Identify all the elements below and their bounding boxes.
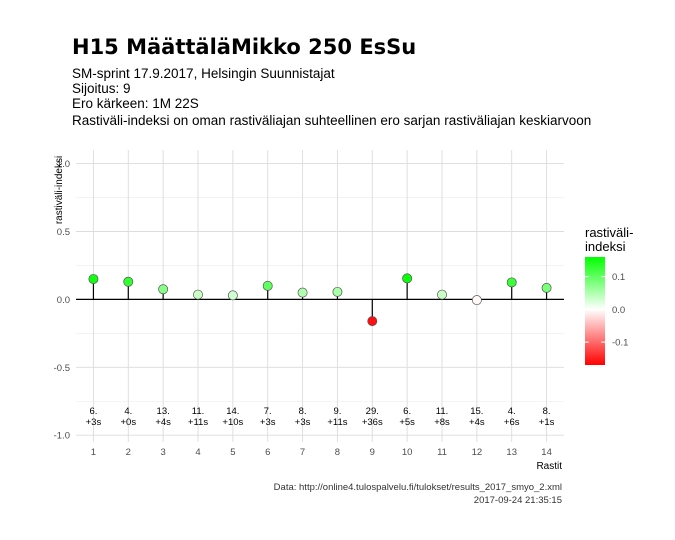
x-tick-label: 11 (437, 447, 447, 458)
subtitle-line-3: Ero kärkeen: 1M 22S (72, 96, 199, 111)
annotation-rank: 4. (508, 406, 516, 417)
data-point (88, 274, 99, 284)
annotation-diff: +11s (188, 417, 208, 428)
x-tick-label: 10 (402, 447, 413, 458)
x-axis-title: Rastit (536, 461, 562, 472)
annotation-diff: +3s (295, 417, 311, 428)
grid (76, 150, 564, 442)
annotation-rank: 4. (124, 406, 132, 417)
points (88, 273, 552, 327)
annotation-diff: +1s (539, 417, 555, 428)
legend-colorbar (585, 257, 605, 365)
annotation-diff: +4s (155, 417, 171, 428)
annotation-diff: +4s (469, 417, 485, 428)
x-tick-label: 13 (506, 447, 517, 458)
x-tick-label: 9 (370, 447, 375, 458)
legend: rastiväli- indeksi 0.1 0.0 -0.1 (585, 225, 633, 365)
annotation-diff: +36s (362, 417, 383, 428)
data-point (332, 286, 343, 297)
legend-title-line-2: indeksi (585, 239, 626, 254)
annotation-diff: +8s (434, 417, 450, 428)
data-point (437, 289, 447, 300)
data-point (367, 316, 378, 327)
y-tick-label: 0.0 (57, 295, 70, 306)
data-point (297, 287, 308, 298)
x-tick-label: 7 (300, 447, 305, 458)
data-point (123, 276, 134, 287)
x-axis-ticks: 1 2 3 4 5 6 7 8 9 10 11 12 13 14 (91, 447, 552, 458)
y-axis-title: rastiväli-indeksi (54, 156, 65, 224)
annotation-rank: 14. (226, 406, 239, 417)
x-tick-label: 1 (91, 447, 96, 458)
data-point (506, 277, 517, 288)
subtitle-line-2: Sijoitus: 9 (72, 81, 131, 96)
annotation-rank: 8. (543, 406, 551, 417)
annotation-diff: +6s (504, 417, 520, 428)
annotation-diff: +0s (120, 417, 136, 428)
x-tick-label: 14 (541, 447, 552, 458)
annotation-rank: 15. (470, 406, 483, 417)
x-tick-label: 2 (126, 447, 131, 458)
subtitle-line-1: SM-sprint 17.9.2017, Helsingin Suunnista… (72, 66, 335, 81)
x-tick-label: 6 (265, 447, 270, 458)
chart-title: H15 MäättäläMikko 250 EsSu (72, 35, 416, 59)
annotation-diff: +11s (327, 417, 347, 428)
annotation-diff: +3s (260, 417, 276, 428)
annotation-rank: 7. (264, 406, 272, 417)
data-point (158, 284, 169, 295)
annotations: 6.+3s4.+0s13.+4s11.+11s14.+10s7.+3s8.+3s… (86, 406, 555, 428)
annotation-rank: 11. (436, 406, 449, 417)
annotation-rank: 13. (157, 406, 170, 417)
data-point (471, 295, 482, 306)
data-point (402, 273, 413, 284)
annotation-rank: 29. (366, 406, 379, 417)
annotation-rank: 8. (299, 406, 307, 417)
legend-tick-label: 0.1 (612, 272, 625, 283)
legend-tick-label: 0.0 (612, 305, 625, 316)
legend-tick-label: -0.1 (612, 338, 628, 349)
data-point (193, 289, 203, 300)
x-tick-label: 5 (230, 447, 235, 458)
x-tick-label: 3 (160, 447, 165, 458)
legend-title-line-1: rastiväli- (585, 225, 633, 240)
y-tick-label: 0.5 (57, 227, 70, 238)
caption-source: Data: http://online4.tulospalvelu.fi/tul… (274, 482, 562, 493)
y-tick-label: 1.0 (57, 159, 70, 170)
data-point (262, 280, 273, 291)
subtitle-line-4: Rastiväli-indeksi on oman rastiväliajan … (72, 113, 591, 128)
annotation-diff: +5s (399, 417, 415, 428)
annotation-diff: +3s (86, 417, 102, 428)
x-tick-label: 8 (335, 447, 340, 458)
x-tick-label: 4 (195, 447, 200, 458)
y-tick-label: -1.0 (54, 431, 70, 442)
annotation-rank: 6. (89, 406, 97, 417)
data-point (541, 282, 552, 293)
x-tick-label: 12 (472, 447, 483, 458)
annotation-rank: 11. (192, 406, 205, 417)
y-tick-label: -0.5 (54, 363, 70, 374)
y-axis-ticks: -1.0 -0.5 0.0 0.5 1.0 (54, 159, 70, 442)
data-point (227, 290, 238, 301)
legend-ticks: 0.1 0.0 -0.1 (585, 272, 628, 349)
caption-timestamp: 2017-09-24 21:35:15 (474, 495, 562, 506)
annotation-rank: 6. (403, 406, 411, 417)
annotation-diff: +10s (222, 417, 243, 428)
annotation-rank: 9. (333, 406, 341, 417)
